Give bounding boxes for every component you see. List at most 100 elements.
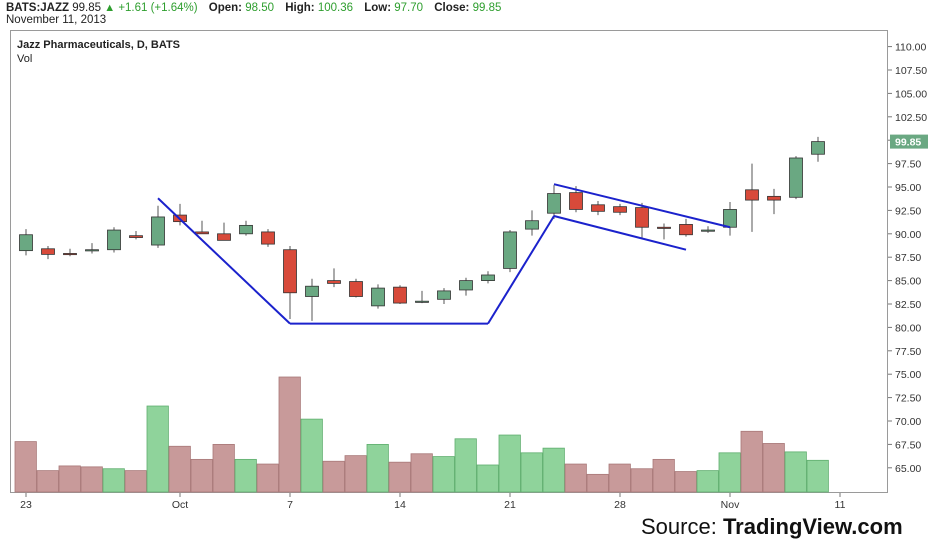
volume-bar [586,473,609,493]
candle-body [679,224,693,236]
close-label: Close: [434,2,470,14]
volume-bar [366,443,389,493]
candle-body [63,253,77,256]
time-axis[interactable]: 23 Oct 7 14 21 28 Nov 11 [20,493,846,511]
low-label: Low: [364,2,392,14]
price-tick-label: 75.00 [895,369,921,381]
volume-bar [58,465,81,493]
candle-body [745,189,759,201]
price-tick-label: 92.50 [895,205,921,217]
volume-bar [278,376,301,493]
open-label: Open: [208,2,243,14]
volume-bar [652,458,675,493]
volume-bar [762,443,785,493]
last-price: 99.85 [72,2,102,14]
low-value: 97.70 [394,2,424,14]
price-tick-label: 77.50 [895,346,921,358]
trendlines[interactable] [157,183,731,325]
volume-bar [696,470,719,493]
candle-body [657,226,671,229]
price-tick-label: 72.50 [895,393,921,405]
candle-body [85,249,99,252]
open-value: 98.50 [245,2,275,14]
volume-bar [564,463,587,493]
candle-body [195,231,209,235]
volume-bar [476,464,499,493]
time-tick-label: 21 [504,499,516,511]
volume-bar [190,458,213,493]
trendline[interactable] [553,215,687,251]
close-value: 99.85 [472,2,502,14]
candle-body [283,249,297,294]
price-tick-label: 107.50 [895,65,927,77]
candle-body [503,231,517,269]
volume-bar [432,456,455,493]
candle-body [437,290,451,300]
volume-bar [784,451,807,493]
candle-body [481,274,495,282]
candle-body [261,231,275,245]
candle-body [723,209,737,228]
time-tick-label: 11 [835,499,846,511]
price-tick-label: 65.00 [895,463,921,475]
candle-body [569,192,583,210]
price-tick-label: 102.50 [895,112,927,124]
trendline[interactable] [157,197,291,325]
price-tick-label: 70.00 [895,416,921,428]
volume-bar [630,468,653,493]
price-tick-label: 87.50 [895,252,921,264]
volume-bar [322,460,345,493]
trendline[interactable] [553,183,731,229]
price-axis[interactable]: 110.00107.50105.00102.50100.0097.5095.00… [888,42,928,475]
time-tick-label: 28 [614,499,626,511]
price-tick-label: 67.50 [895,439,921,451]
high-label: High: [285,2,315,14]
candle-body [547,193,561,214]
candle-body [19,234,33,252]
candle-body [789,157,803,198]
candle-body [701,229,715,232]
candle-body [415,300,429,303]
candle-body [129,235,143,238]
candle-body [349,281,363,297]
volume-bar [542,447,565,493]
volume-bar [102,468,125,493]
volume-legend: Vol [17,53,33,65]
quote-date: November 11, 2013 [6,14,107,26]
price-tick-label: 80.00 [895,322,921,334]
price-tick-label: 82.50 [895,299,921,311]
candle-body [327,280,341,284]
volume-bar [212,443,235,493]
volume-bar [300,418,323,493]
volume-bar [168,445,191,493]
time-tick-label: 23 [20,499,32,511]
source-credit: Source: TradingView.com [641,514,903,540]
candle-body [305,285,319,297]
volume-bar [124,470,147,493]
volume-bar [520,452,543,493]
candle-body [393,286,407,304]
volume-bar [14,441,37,493]
price-tick-label: 110.00 [895,42,926,54]
time-tick-label: 7 [287,499,293,511]
quote-header: BATS:JAZZ 99.85 ▲ +1.61 (+1.64%) Open: 9… [6,2,501,15]
up-arrow-icon: ▲ [104,2,116,14]
trendline[interactable] [487,215,555,325]
time-tick-label: Nov [721,499,740,511]
high-value: 100.36 [317,2,353,14]
candle-body [217,233,231,241]
volume-bar [146,405,169,493]
chart-legend-title: Jazz Pharmaceuticals, D, BATS [17,39,181,51]
price-tick-label: 95.00 [895,182,921,194]
price-change: +1.61 (+1.64%) [118,2,198,14]
symbol: BATS:JAZZ [6,2,70,14]
volume-bar [498,434,521,493]
source-prefix: Source: [641,514,723,539]
last-price-tag-label: 99.85 [895,137,921,149]
volume-bar [344,455,367,493]
volume-bars [14,376,829,493]
time-tick-label: Oct [172,499,188,511]
volume-bar [454,438,477,493]
price-tick-label: 85.00 [895,276,921,288]
